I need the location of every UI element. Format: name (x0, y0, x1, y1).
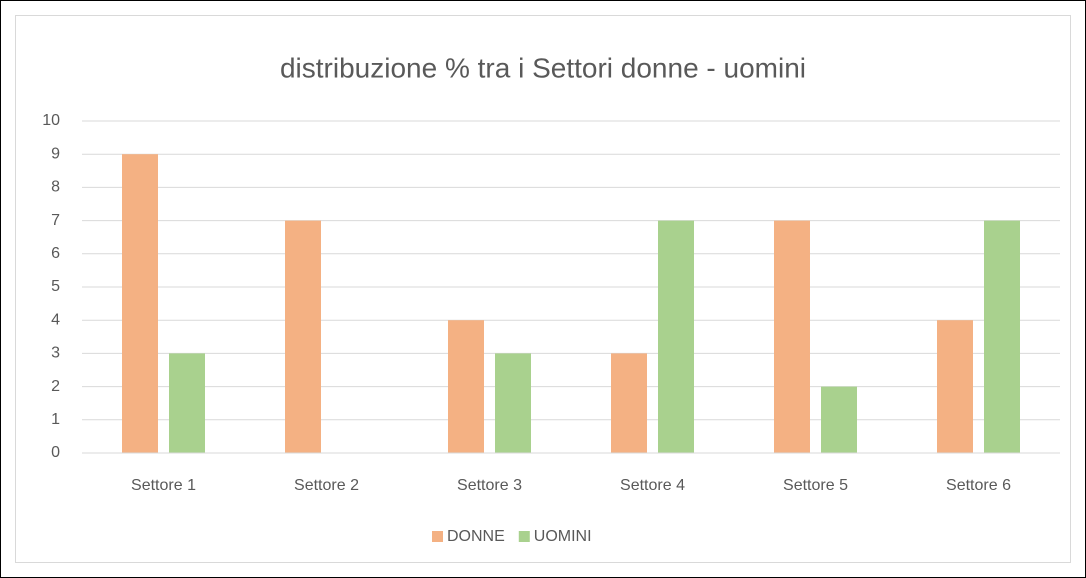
bar (774, 220, 810, 453)
x-tick-label: Settore 4 (620, 477, 685, 494)
bar (448, 320, 484, 453)
x-tick-label: Settore 3 (457, 477, 522, 494)
bar (937, 320, 973, 453)
bar (169, 353, 205, 453)
x-tick-label: Settore 1 (131, 477, 196, 494)
legend-swatch (518, 531, 530, 542)
bar (122, 154, 158, 453)
bar (495, 353, 531, 453)
y-tick-label: 2 (51, 378, 60, 395)
bar (984, 220, 1020, 453)
y-tick-label: 3 (51, 345, 60, 362)
y-tick-label: 4 (51, 311, 60, 328)
y-tick-label: 0 (51, 444, 60, 461)
bar (658, 220, 694, 453)
chart-frame (15, 15, 1071, 563)
chart-title: distribuzione % tra i Settori donne - uo… (280, 52, 806, 83)
x-tick-label: Settore 2 (294, 477, 359, 494)
y-tick-label: 9 (51, 145, 60, 162)
bar (611, 353, 647, 453)
y-tick-label: 10 (42, 112, 60, 129)
legend-label: DONNE (447, 528, 505, 545)
bar (285, 220, 321, 453)
x-tick-label: Settore 5 (783, 477, 848, 494)
y-tick-label: 1 (51, 411, 60, 428)
legend-label: UOMINI (534, 528, 592, 545)
y-tick-label: 6 (51, 245, 60, 262)
bar (821, 386, 857, 453)
x-tick-label: Settore 6 (946, 477, 1011, 494)
y-tick-label: 8 (51, 179, 60, 196)
legend-swatch (432, 531, 443, 542)
y-tick-label: 7 (51, 212, 60, 229)
y-tick-label: 5 (51, 278, 60, 295)
